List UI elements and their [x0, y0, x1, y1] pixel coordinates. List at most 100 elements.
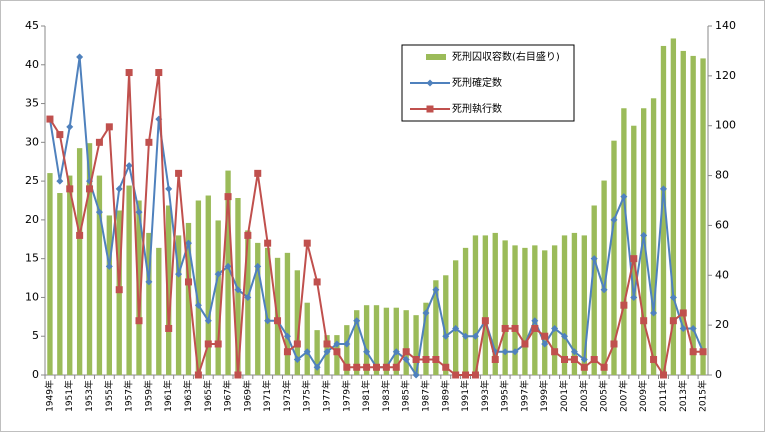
bar	[363, 305, 370, 375]
bar	[591, 205, 597, 375]
x-tick-label: 2011年	[657, 380, 669, 412]
marker	[689, 348, 697, 356]
marker	[640, 317, 648, 325]
marker	[244, 293, 252, 301]
bar	[581, 235, 587, 375]
bar	[690, 55, 696, 376]
x-tick-label: 1951年	[63, 380, 75, 412]
bar	[304, 302, 310, 375]
marker	[313, 363, 321, 371]
bar	[542, 250, 548, 375]
bar	[96, 175, 103, 375]
bar	[631, 125, 637, 375]
x-tick-label: 1999年	[538, 380, 550, 412]
bar	[314, 330, 320, 375]
marker	[125, 162, 133, 170]
marker	[600, 363, 608, 371]
marker	[412, 355, 420, 363]
marker	[412, 371, 420, 379]
marker	[184, 239, 192, 247]
marker	[165, 185, 173, 193]
marker	[511, 324, 519, 332]
marker	[105, 123, 113, 131]
marker	[452, 324, 460, 332]
marker	[650, 355, 658, 363]
marker	[155, 69, 163, 77]
marker	[76, 231, 84, 239]
bar	[472, 235, 479, 375]
y2-tick-label: 100	[715, 119, 736, 132]
x-tick-label: 1981年	[360, 380, 372, 412]
marker	[402, 348, 410, 356]
bar	[76, 148, 83, 375]
y-tick-label: 40	[25, 58, 39, 71]
marker	[56, 131, 64, 139]
marker	[46, 115, 54, 123]
bar	[245, 230, 251, 375]
marker	[422, 355, 430, 363]
bar	[660, 45, 667, 375]
marker	[580, 355, 588, 363]
bar	[403, 310, 409, 375]
bar	[680, 50, 686, 376]
marker	[333, 348, 341, 356]
bar	[146, 232, 152, 375]
bar	[621, 108, 627, 375]
marker	[699, 348, 707, 356]
marker	[274, 317, 282, 325]
marker	[630, 255, 638, 263]
bar	[264, 247, 271, 375]
marker	[224, 262, 232, 270]
marker	[501, 324, 509, 332]
marker	[669, 317, 677, 325]
marker	[620, 301, 628, 309]
marker	[313, 278, 321, 286]
marker	[570, 348, 578, 356]
y2-tick-label: 20	[715, 318, 729, 331]
bar	[522, 247, 528, 375]
marker	[689, 324, 697, 332]
x-tick-label: 1989年	[439, 380, 451, 412]
x-tick-label: 1959年	[142, 380, 154, 412]
x-tick-label: 2005年	[598, 380, 610, 412]
bar	[225, 170, 231, 375]
marker	[323, 348, 331, 356]
marker	[184, 278, 192, 286]
x-tick-label: 1949年	[43, 380, 55, 412]
marker	[610, 340, 618, 348]
marker	[541, 332, 549, 340]
marker	[650, 309, 658, 317]
marker	[462, 371, 470, 379]
marker	[659, 371, 667, 379]
x-tick-label: 1997年	[518, 380, 530, 412]
y2-tick-label: 120	[715, 69, 736, 82]
marker	[135, 208, 143, 216]
marker	[541, 340, 549, 348]
marker	[66, 185, 74, 193]
x-tick-label: 2001年	[558, 380, 570, 412]
bar	[175, 235, 182, 375]
marker	[95, 208, 103, 216]
marker	[283, 348, 291, 356]
x-tick-label: 1979年	[340, 380, 352, 412]
legend-label: 死刑確定数	[452, 76, 502, 89]
marker	[353, 363, 361, 371]
legend-marker	[426, 105, 434, 113]
marker	[432, 355, 440, 363]
marker	[214, 270, 222, 278]
marker	[175, 270, 183, 278]
bar	[57, 193, 63, 375]
x-tick-label: 1969年	[241, 380, 253, 412]
bar	[571, 232, 578, 375]
bar	[443, 275, 449, 375]
marker	[561, 355, 569, 363]
marker	[115, 185, 123, 193]
marker	[392, 363, 400, 371]
bar	[601, 180, 607, 375]
marker	[56, 177, 64, 185]
x-tick-label: 1957年	[123, 380, 135, 412]
marker	[105, 262, 113, 270]
marker	[204, 317, 212, 325]
bar	[700, 58, 706, 376]
